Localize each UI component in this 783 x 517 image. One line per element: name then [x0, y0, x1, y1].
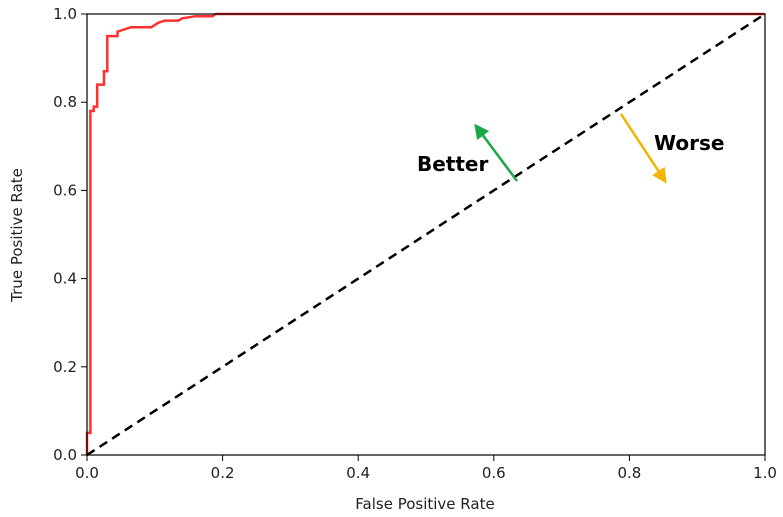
y-tick-label: 0.6 [53, 181, 77, 199]
worse-label: Worse [654, 131, 724, 155]
x-axis: 0.0 0.2 0.4 0.6 0.8 1.0 [75, 455, 777, 482]
x-axis-title: False Positive Rate [355, 495, 494, 513]
y-axis-title: True Positive Rate [8, 168, 26, 303]
y-tick-label: 0.0 [53, 446, 77, 464]
worse-arrow [619, 113, 667, 184]
y-tick-label: 0.8 [53, 93, 77, 111]
x-tick-label: 0.6 [482, 464, 506, 482]
y-tick-label: 1.0 [53, 5, 77, 23]
x-tick-label: 0.2 [211, 464, 235, 482]
roc-curve [85, 12, 765, 455]
better-arrow [474, 123, 519, 182]
x-tick-label: 0.8 [617, 464, 641, 482]
x-tick-label: 1.0 [753, 464, 777, 482]
y-tick-label: 0.4 [53, 270, 77, 288]
plot-frame [86, 13, 766, 456]
y-tick-label: 0.2 [53, 358, 77, 376]
plot-area [85, 12, 766, 457]
plot-background [87, 14, 765, 455]
y-axis: 0.0 0.2 0.4 0.6 0.8 1.0 [53, 5, 87, 464]
better-label: Better [417, 152, 488, 176]
x-tick-label: 0.0 [75, 464, 99, 482]
x-tick-label: 0.4 [346, 464, 370, 482]
